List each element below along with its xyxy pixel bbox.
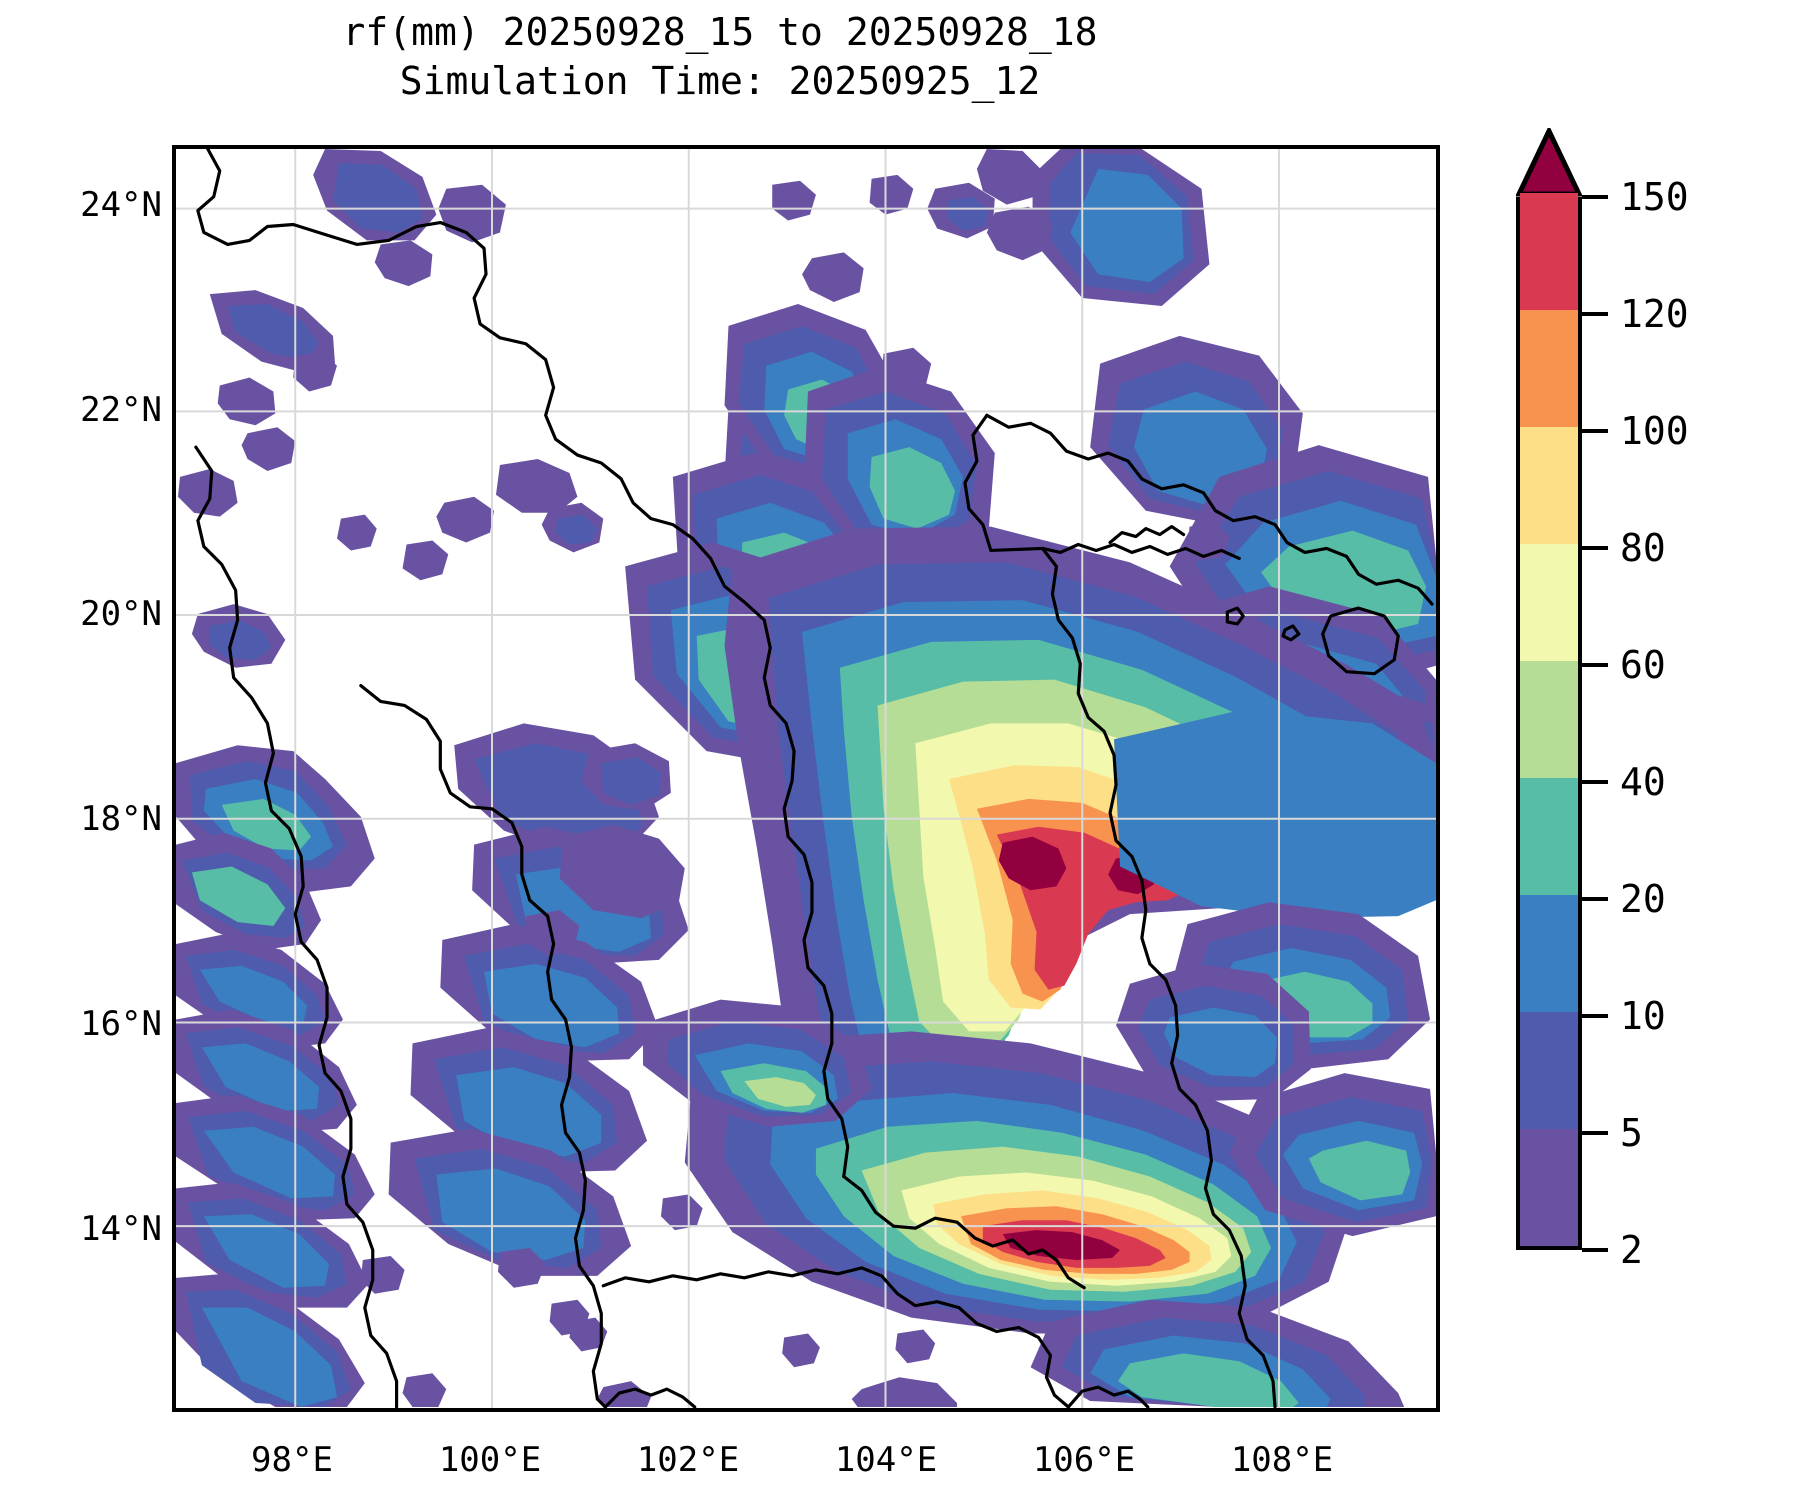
contour-band-gulf-south (782, 1329, 958, 1408)
ytick-20N: 20°N (80, 594, 162, 634)
contour-core-north-central (724, 526, 1436, 1163)
rainfall-contour-field (176, 149, 1436, 1408)
colorbar-label-20: 20 (1620, 877, 1666, 921)
colorbar-band-100-120 (1520, 310, 1578, 427)
colorbar-label-40: 40 (1620, 760, 1666, 804)
colorbar-extend-arrow (1516, 128, 1582, 197)
colorbar-label-5: 5 (1620, 1111, 1643, 1155)
ytick-22N: 22°N (80, 390, 162, 430)
colorbar-band-5-10 (1520, 1012, 1578, 1129)
colorbar-band-2-5 (1520, 1129, 1578, 1246)
colorbar-tick-60 (1582, 663, 1608, 667)
colorbar-tick-20 (1582, 897, 1608, 901)
colorbar-label-100: 100 (1620, 409, 1689, 453)
xtick-108E: 108°E (1230, 1440, 1334, 1480)
contour-band-west (176, 149, 506, 1408)
title-line-2: Simulation Time: 20250925_12 (399, 58, 1041, 103)
map-borders-coastlines (194, 149, 1434, 1408)
colorbar-label-150: 150 (1620, 175, 1689, 219)
xtick-102E: 102°E (636, 1440, 740, 1480)
colorbar-band-10-20 (1520, 895, 1578, 1012)
colorbar-label-2: 2 (1620, 1228, 1643, 1272)
title-line-1: rf(mm) 20250928_15 to 20250928_18 (342, 10, 1098, 54)
colorbar-band-20-40 (1520, 778, 1578, 895)
chart-title-block: rf(mm) 20250928_15 to 20250928_18 Simula… (0, 8, 1440, 105)
contour-band-central-thailand (360, 723, 689, 1336)
colorbar-band-120-150 (1520, 193, 1578, 310)
colorbar-label-10: 10 (1620, 994, 1666, 1038)
ytick-18N: 18°N (80, 799, 162, 839)
xtick-100E: 100°E (438, 1440, 542, 1480)
xtick-106E: 106°E (1032, 1440, 1136, 1480)
ytick-24N: 24°N (80, 185, 162, 225)
xtick-98E: 98°E (251, 1440, 333, 1480)
colorbar-label-80: 80 (1620, 526, 1666, 570)
ytick-16N: 16°N (80, 1004, 162, 1044)
map-gridlines (176, 149, 1436, 1408)
colorbar-tick-2 (1582, 1248, 1608, 1252)
colorbar-band-60-80 (1520, 544, 1578, 661)
colorbar-band-80-100 (1520, 427, 1578, 544)
contour-small-cells (402, 149, 1230, 1408)
colorbar-tick-120 (1582, 312, 1608, 316)
colorbar-tick-80 (1582, 546, 1608, 550)
ytick-14N: 14°N (80, 1209, 162, 1249)
colorbar-tick-40 (1582, 780, 1608, 784)
contour-core-south (643, 999, 1349, 1334)
colorbar-body (1516, 193, 1582, 1250)
colorbar-label-60: 60 (1620, 643, 1666, 687)
colorbar-band-40-60 (1520, 661, 1578, 778)
colorbar-tick-150 (1582, 195, 1608, 199)
xtick-104E: 104°E (834, 1440, 938, 1480)
colorbar-tick-10 (1582, 1014, 1608, 1018)
colorbar-tick-100 (1582, 429, 1608, 433)
map-plot-frame (172, 145, 1440, 1412)
rainfall-map (176, 149, 1436, 1408)
colorbar[interactable] (1516, 193, 1582, 1250)
contour-band-northwest (336, 459, 604, 581)
colorbar-tick-5 (1582, 1131, 1608, 1135)
colorbar-label-120: 120 (1620, 292, 1689, 336)
